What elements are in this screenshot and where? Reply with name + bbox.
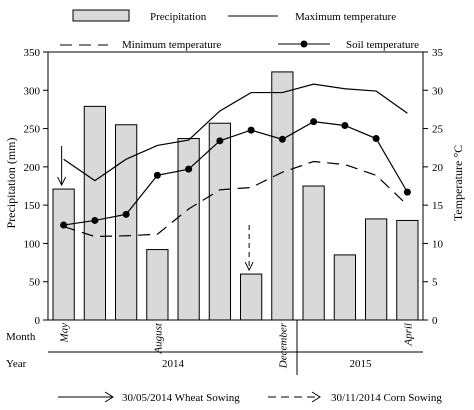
arrow-head [244,261,254,272]
month-label: April [402,323,414,347]
precipitation-bar [52,188,75,321]
corn-sowing-label: 30/11/2014 Corn Sowing [331,392,442,404]
y2-tick-label: 25 [432,124,444,136]
y-tick-label: 100 [24,238,41,250]
soil-temperature-point [216,137,224,145]
legend-max-temp-label: Maximum temperature [295,11,396,23]
max-temperature-line [63,83,408,182]
month-label: August [152,322,164,355]
legend-precipitation-swatch [72,9,130,22]
soil-temperature-point [185,165,193,173]
precipitation-bar [333,254,356,321]
y2-tick-label: 5 [432,277,438,289]
y-tick-label: 300 [24,85,41,97]
precipitation-bar [208,122,231,321]
month-labels: May August December April [59,322,415,369]
legend-soil-temp-marker [300,40,308,48]
arrow-head [57,176,67,187]
month-row-label: Month [6,331,36,343]
year-label: 2015 [350,358,373,370]
year-label: 2014 [162,358,185,370]
y-tick-label: 350 [24,47,41,59]
precipitation-bar [365,218,388,321]
y2-axis-title: Temperature °C [451,145,465,221]
y2-tick-label: 15 [432,200,444,212]
soil-temperature-point [278,135,286,143]
precipitation-bar [396,219,419,321]
line-series [60,83,411,238]
min-temperature-line [63,160,408,238]
precipitation-bar [302,185,325,321]
y-axis-title: Precipitation (mm) [4,138,18,229]
soil-temperature-point [372,135,380,143]
y-tick-label: 0 [35,315,41,327]
legend-min-temp-label: Minimum temperature [122,39,221,51]
month-label: December [277,322,289,369]
y-axis-ticks: 0 50 100 150 200 250 300 350 [24,47,48,327]
year-row-label: Year [6,358,27,370]
y2-tick-label: 30 [432,85,444,97]
soil-temperature-point [310,118,318,126]
plot-frame [47,51,424,321]
y2-tick-label: 10 [432,238,444,250]
precipitation-bar [271,71,294,321]
precipitation-bar [83,105,106,321]
soil-temperature-point [247,126,255,134]
y-tick-label: 250 [24,124,41,136]
legend: Precipitation Maximum temperature Minimu… [60,9,419,51]
y2-tick-label: 20 [432,162,444,174]
y-tick-label: 150 [24,200,41,212]
precipitation-bar [115,124,138,321]
soil-temperature-point [60,221,68,229]
soil-temperature-point [91,216,99,224]
soil-temperature-line [63,121,408,226]
month-year-table: Month Year [6,320,423,375]
soil-temperature-point [122,210,130,218]
year-labels: 2014 2015 [162,358,372,370]
y-tick-label: 200 [24,162,41,174]
legend-precipitation-label: Precipitation [150,11,207,23]
y2-tick-label: 0 [432,315,438,327]
precipitation-bar [146,249,169,321]
y-tick-label: 50 [29,277,41,289]
sowing-legend: 30/05/2014 Wheat Sowing 30/11/2014 Corn … [58,391,442,404]
legend-soil-temp-label: Soil temperature [346,39,419,51]
precipitation-bar [177,138,200,321]
soil-temperature-point [153,171,161,179]
bar-series [52,71,419,321]
soil-temperature-point [341,122,349,130]
wheat-sowing-label: 30/05/2014 Wheat Sowing [122,392,240,404]
annotation-arrows [57,146,254,272]
month-label: May [59,323,71,344]
precipitation-bar [240,273,263,321]
y2-axis-ticks: 0 5 10 15 20 25 30 35 [423,47,444,327]
soil-temperature-point [403,188,411,196]
y2-tick-label: 35 [432,47,444,59]
